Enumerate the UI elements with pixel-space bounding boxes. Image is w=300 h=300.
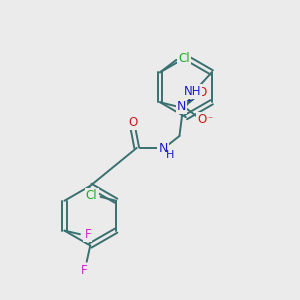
Text: F: F: [81, 264, 88, 277]
Text: NH: NH: [184, 85, 201, 98]
Text: Cl: Cl: [86, 189, 98, 202]
Text: +: +: [185, 96, 193, 105]
Text: F: F: [84, 228, 91, 241]
Text: N: N: [177, 100, 186, 113]
Text: Cl: Cl: [178, 52, 190, 65]
Text: N: N: [158, 142, 168, 155]
Text: ⁻: ⁻: [207, 115, 212, 125]
Text: O: O: [128, 116, 137, 129]
Text: O: O: [197, 86, 206, 99]
Text: O: O: [197, 113, 206, 126]
Text: H: H: [165, 150, 174, 160]
